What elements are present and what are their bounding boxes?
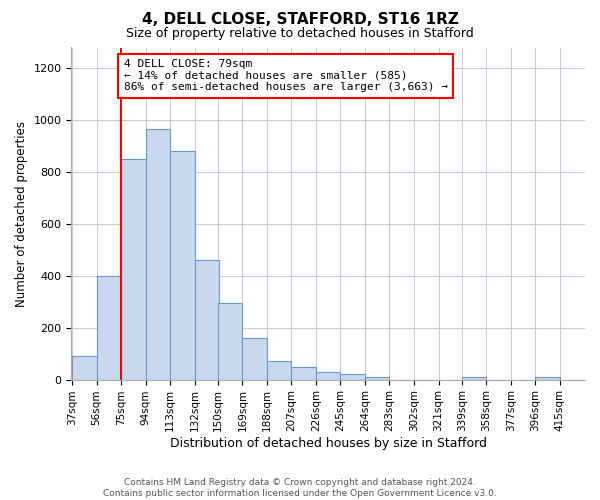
- Bar: [121, 159, 146, 380]
- Bar: [292, 366, 316, 380]
- Bar: [316, 372, 340, 380]
- Bar: [267, 362, 292, 380]
- Bar: [340, 374, 365, 380]
- Bar: [170, 152, 194, 380]
- Bar: [462, 377, 486, 380]
- Bar: [218, 303, 242, 380]
- Text: Size of property relative to detached houses in Stafford: Size of property relative to detached ho…: [126, 28, 474, 40]
- Bar: [146, 129, 170, 380]
- Bar: [72, 356, 97, 380]
- Text: Contains HM Land Registry data © Crown copyright and database right 2024.
Contai: Contains HM Land Registry data © Crown c…: [103, 478, 497, 498]
- Y-axis label: Number of detached properties: Number of detached properties: [15, 120, 28, 306]
- Bar: [97, 276, 121, 380]
- Bar: [242, 338, 267, 380]
- X-axis label: Distribution of detached houses by size in Stafford: Distribution of detached houses by size …: [170, 437, 487, 450]
- Text: 4, DELL CLOSE, STAFFORD, ST16 1RZ: 4, DELL CLOSE, STAFFORD, ST16 1RZ: [142, 12, 458, 28]
- Text: 4 DELL CLOSE: 79sqm
← 14% of detached houses are smaller (585)
86% of semi-detac: 4 DELL CLOSE: 79sqm ← 14% of detached ho…: [124, 59, 448, 92]
- Bar: [365, 377, 389, 380]
- Bar: [194, 260, 219, 380]
- Bar: [535, 377, 560, 380]
